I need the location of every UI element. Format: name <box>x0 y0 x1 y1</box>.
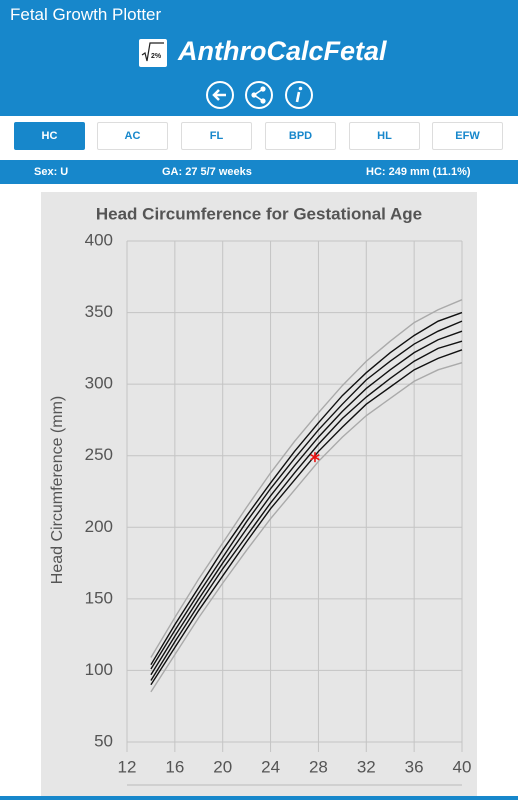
percentile-line <box>150 362 463 693</box>
x-tick-label: 24 <box>261 757 280 776</box>
y-tick-label: 150 <box>85 588 113 607</box>
tab[interactable]: EFW <box>432 122 503 150</box>
logo-text: 2% <box>151 53 162 60</box>
tab[interactable]: HC <box>14 122 85 150</box>
tab[interactable]: HL <box>349 122 420 150</box>
x-tick-label: 28 <box>309 757 328 776</box>
x-tick-label: 40 <box>453 757 472 776</box>
percentile-line <box>150 340 463 681</box>
share-button[interactable] <box>244 80 274 110</box>
y-axis-label: Head Circumference (mm) <box>49 396 66 584</box>
tab-bar: HC AC FL BPD HL EFW <box>0 122 518 152</box>
tab[interactable]: FL <box>181 122 252 150</box>
info-bar: Sex: U GA: 27 5/7 weeks HC: 249 mm (11.1… <box>0 160 518 184</box>
patient-point <box>310 452 320 463</box>
percentile-line <box>150 311 463 666</box>
y-tick-label: 250 <box>85 445 113 464</box>
y-tick-label: 50 <box>94 731 113 750</box>
chart: Head Circumference for Gestational Age H… <box>49 204 472 786</box>
sex-info: Sex: U <box>34 166 69 178</box>
back-button[interactable] <box>205 80 235 110</box>
y-tick-label: 100 <box>85 660 113 679</box>
info-button[interactable] <box>284 80 314 110</box>
hc-info: HC: 249 mm (11.1%) <box>366 166 471 178</box>
x-tick-label: 36 <box>405 757 424 776</box>
chart-title: Head Circumference for Gestational Age <box>96 204 422 223</box>
x-tick-label: 20 <box>213 757 232 776</box>
percentile-line <box>150 320 463 670</box>
ga-info: GA: 27 5/7 weeks <box>162 166 252 178</box>
logo-mark <box>141 42 164 62</box>
percentile-line <box>150 299 463 658</box>
percentile-line <box>150 330 463 676</box>
app-name: AnthroCalcFetal <box>178 36 387 66</box>
tab[interactable]: BPD <box>265 122 336 150</box>
app-header: Fetal Growth Plotter 2% AnthroCalcFetal <box>0 0 518 116</box>
window-title: Fetal Growth Plotter <box>10 5 162 24</box>
y-tick-label: 350 <box>85 302 113 321</box>
x-tick-label: 12 <box>118 757 137 776</box>
y-tick-label: 400 <box>85 230 113 249</box>
asterisk-stroke <box>310 453 320 461</box>
x-tick-label: 32 <box>357 757 376 776</box>
percentile-line <box>150 349 463 686</box>
y-tick-label: 300 <box>85 374 113 393</box>
bottom-bar <box>0 796 518 800</box>
x-tick-label: 16 <box>165 757 184 776</box>
tab[interactable]: AC <box>97 122 168 150</box>
chart-panel: Head Circumference for Gestational Age H… <box>41 192 477 800</box>
y-tick-label: 200 <box>85 517 113 536</box>
app-logo: 2% <box>139 39 167 67</box>
